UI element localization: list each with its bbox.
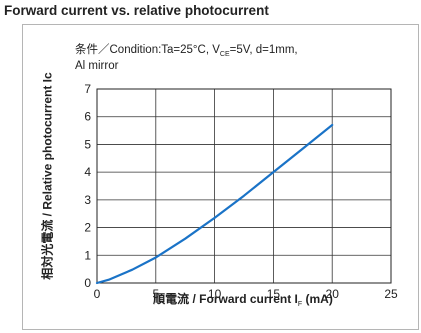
condition-prefix: 条件／Condition:Ta=25°C, V bbox=[75, 44, 220, 56]
x-tick-label: 0 bbox=[94, 287, 101, 301]
y-tick-label: 6 bbox=[84, 110, 91, 124]
condition-subscript: CE bbox=[219, 51, 230, 58]
y-tick-label: 3 bbox=[84, 193, 91, 207]
y-tick-label: 7 bbox=[84, 82, 91, 96]
series-line bbox=[95, 123, 334, 285]
condition-line-2: Al mirror bbox=[75, 60, 119, 72]
x-axis-label-suffix: (mA) bbox=[302, 292, 333, 306]
x-tick-label: 10 bbox=[208, 287, 222, 301]
y-tick-label: 4 bbox=[84, 165, 91, 179]
x-tick-label: 5 bbox=[152, 287, 159, 301]
condition-suffix: =5V, d=1mm, bbox=[229, 44, 298, 56]
condition-line-1: 条件／Condition:Ta=25°C, VCE=5V, d=1mm, bbox=[75, 43, 298, 59]
condition-note: 条件／Condition:Ta=25°C, VCE=5V, d=1mm, Al … bbox=[75, 43, 298, 73]
x-axis-label-prefix: 順電流 / Forward current I bbox=[153, 292, 298, 306]
y-tick-label: 2 bbox=[84, 221, 91, 235]
x-axis-label: 順電流 / Forward current IF (mA) bbox=[153, 290, 333, 308]
y-tick-label: 1 bbox=[84, 248, 91, 262]
y-tick-label: 5 bbox=[84, 137, 91, 151]
x-tick-label: 15 bbox=[267, 287, 281, 301]
x-tick-label: 25 bbox=[384, 287, 398, 301]
plot-area bbox=[96, 88, 392, 284]
x-axis-label-subscript: F bbox=[297, 301, 303, 308]
x-tick-label: 20 bbox=[326, 287, 340, 301]
y-tick-label: 0 bbox=[84, 276, 91, 290]
chart-title: Forward current vs. relative photocurren… bbox=[4, 3, 269, 18]
chart-frame bbox=[22, 24, 419, 330]
